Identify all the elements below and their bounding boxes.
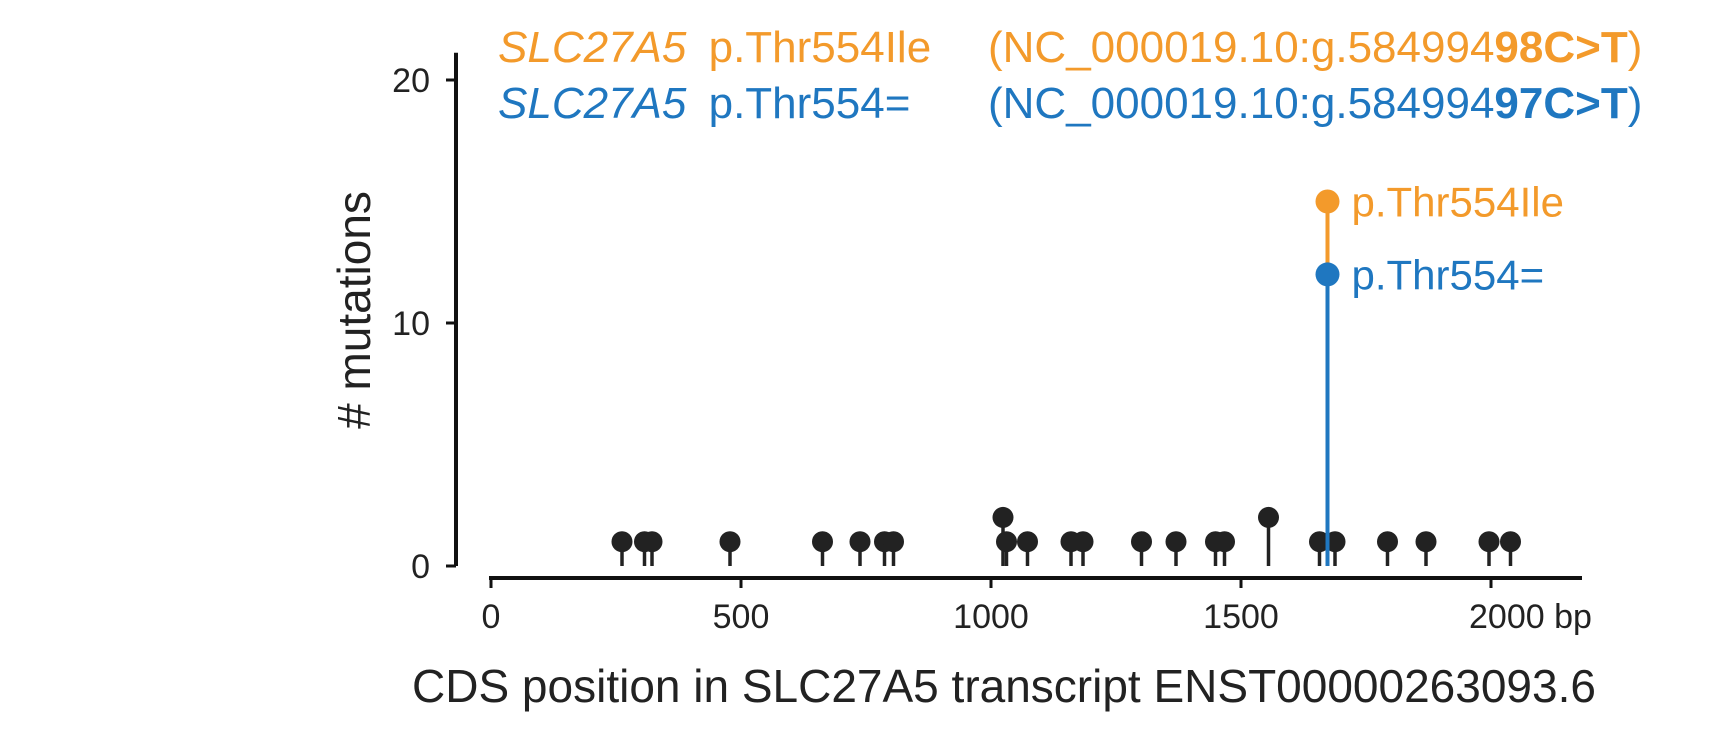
y-axis-title: # mutations: [328, 191, 380, 429]
legend-entry-blue: SLC27A5 p.Thr554=: [498, 79, 910, 128]
legend-hgvs-bold: 98C>T: [1494, 23, 1627, 72]
lollipop-head: [812, 531, 833, 553]
axes: 0 10 20 0 500 1000 1500 2000 bp: [392, 52, 1592, 636]
lollipop-head: [1072, 531, 1094, 553]
lollipop-head: [883, 531, 904, 553]
legend: SLC27A5 p.Thr554Ile (NC_000019.10:g.5849…: [498, 23, 1642, 128]
highlight-head: [1315, 262, 1340, 287]
lollipop-head: [849, 531, 871, 553]
x-tick-label: 1000: [953, 598, 1029, 636]
lollipop-head: [1478, 531, 1500, 553]
lollipop-head: [1500, 531, 1521, 553]
x-axis-title: CDS position in SLC27A5 transcript ENST0…: [412, 660, 1596, 712]
y-tick-label: 0: [411, 548, 430, 586]
lollipop-head: [611, 531, 633, 553]
legend-protein: p.Thr554=: [709, 79, 911, 128]
legend-entry-orange: SLC27A5 p.Thr554Ile: [498, 23, 931, 72]
legend-hgvs-blue: (NC_000019.10:g.58499497C>T): [988, 79, 1642, 128]
lollipop-head: [1131, 531, 1152, 553]
legend-gene: SLC27A5: [498, 23, 687, 72]
x-tick-label: 500: [713, 598, 770, 636]
lollipop-head: [1377, 531, 1398, 553]
legend-hgvs-bold: 97C>T: [1494, 79, 1627, 128]
lollipop-head: [1214, 531, 1235, 553]
lollipop-head: [996, 531, 1017, 553]
legend-protein: p.Thr554Ile: [709, 23, 932, 72]
marks: p.Thr554Ile p.Thr554=: [611, 179, 1564, 566]
x-tick-label: 0: [482, 598, 501, 636]
lollipop-head: [719, 531, 741, 553]
highlight-label: p.Thr554=: [1352, 251, 1545, 298]
lollipop-head: [1258, 506, 1279, 528]
highlight-head: [1315, 189, 1340, 214]
legend-hgvs-orange: (NC_000019.10:g.58499498C>T): [988, 23, 1642, 72]
x-tick-label: 2000 bp: [1469, 598, 1592, 636]
y-tick-label: 20: [392, 62, 430, 100]
lollipop-head: [1324, 531, 1346, 553]
legend-hgvs-suffix: ): [1628, 23, 1643, 72]
legend-hgvs-prefix: (NC_000019.10:g.584994: [988, 79, 1494, 128]
lollipop-head: [641, 531, 663, 553]
lollipop-head: [992, 506, 1014, 528]
legend-hgvs-suffix: ): [1628, 79, 1643, 128]
lollipop-head: [1415, 531, 1437, 553]
lollipop-head: [1309, 531, 1330, 553]
legend-gene: SLC27A5: [498, 79, 687, 128]
legend-hgvs-prefix: (NC_000019.10:g.584994: [988, 23, 1494, 72]
lollipop-head: [1017, 531, 1038, 553]
lollipop-head: [1165, 531, 1187, 553]
highlight-label: p.Thr554Ile: [1352, 179, 1564, 226]
y-tick-label: 10: [392, 305, 430, 343]
x-tick-label: 1500: [1203, 598, 1279, 636]
